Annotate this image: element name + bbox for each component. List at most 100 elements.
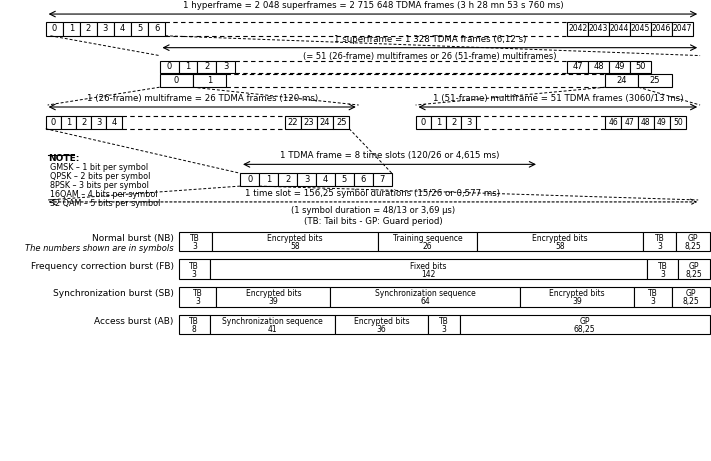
Bar — [638, 116, 653, 129]
Text: TB: TB — [658, 262, 668, 271]
Bar — [672, 22, 693, 36]
Bar — [148, 22, 165, 36]
Text: Frequency correction burst (FB): Frequency correction burst (FB) — [31, 262, 173, 271]
Bar — [76, 116, 91, 129]
Bar — [97, 22, 114, 36]
Bar — [330, 287, 520, 307]
Text: 6: 6 — [360, 175, 366, 184]
Bar — [301, 116, 317, 129]
Text: 1 TDMA frame = 8 time slots (120/26 or 4,615 ms): 1 TDMA frame = 8 time slots (120/26 or 4… — [280, 151, 499, 160]
Text: 0: 0 — [420, 118, 426, 127]
Text: TB: TB — [193, 290, 203, 298]
Text: Synchronization sequence: Synchronization sequence — [222, 317, 323, 326]
Text: Training sequence: Training sequence — [392, 234, 462, 243]
Bar — [647, 259, 678, 279]
Bar — [210, 259, 647, 279]
Text: TB: TB — [191, 234, 200, 243]
Bar — [114, 22, 131, 36]
Text: TB: TB — [648, 290, 658, 298]
Text: 5: 5 — [342, 175, 347, 184]
Bar — [61, 116, 76, 129]
Text: 32 QAM – 5 bits per symbol: 32 QAM – 5 bits per symbol — [50, 199, 160, 208]
Text: GP: GP — [685, 290, 696, 298]
Text: 8PSK – 3 bits per symbol: 8PSK – 3 bits per symbol — [50, 181, 149, 190]
Text: GMSK – 1 bit per symbol: GMSK – 1 bit per symbol — [50, 163, 148, 172]
Bar — [630, 60, 651, 73]
Bar — [354, 173, 373, 186]
Bar — [316, 173, 335, 186]
Text: 58: 58 — [290, 242, 299, 251]
Bar — [429, 315, 459, 334]
Text: 1 (26-frame) multiframe = 26 TDMA frames (120 ms): 1 (26-frame) multiframe = 26 TDMA frames… — [87, 94, 318, 103]
Text: 22: 22 — [287, 118, 298, 127]
Text: Encrypted bits: Encrypted bits — [549, 290, 604, 298]
Text: (= 51 (26-frame) multiframes or 26 (51-frame) multiframes): (= 51 (26-frame) multiframes or 26 (51-f… — [303, 52, 557, 61]
Text: 142: 142 — [421, 270, 436, 278]
Text: 3: 3 — [195, 297, 200, 306]
Text: Encrypted bits: Encrypted bits — [533, 234, 588, 243]
Text: 2: 2 — [81, 118, 86, 127]
Text: 7: 7 — [380, 175, 385, 184]
Text: 4: 4 — [120, 24, 125, 33]
Text: 2: 2 — [86, 24, 91, 33]
Text: Access burst (AB): Access burst (AB) — [95, 317, 173, 326]
Bar — [588, 22, 609, 36]
Bar — [567, 22, 588, 36]
Text: 47: 47 — [572, 62, 583, 71]
Text: 4: 4 — [112, 118, 117, 127]
Bar — [609, 60, 630, 73]
Bar — [446, 116, 461, 129]
Bar — [317, 116, 333, 129]
Text: GP: GP — [688, 234, 698, 243]
Bar — [131, 22, 148, 36]
Text: 8,25: 8,25 — [685, 242, 701, 251]
Bar — [178, 315, 210, 334]
Bar — [259, 173, 278, 186]
Bar — [609, 22, 630, 36]
Text: 0: 0 — [173, 76, 178, 85]
Text: Encrypted bits: Encrypted bits — [245, 290, 301, 298]
Bar — [461, 116, 476, 129]
Text: 5: 5 — [137, 24, 142, 33]
Text: 3: 3 — [651, 297, 655, 306]
Text: TB: TB — [189, 317, 199, 326]
Bar — [216, 287, 330, 307]
Bar — [297, 173, 316, 186]
Bar — [178, 259, 210, 279]
Bar — [178, 287, 216, 307]
Text: 0: 0 — [52, 24, 57, 33]
Text: (TB: Tail bits - GP: Guard period): (TB: Tail bits - GP: Guard period) — [304, 217, 442, 226]
Text: NOTE:: NOTE: — [48, 154, 79, 164]
Bar — [216, 60, 235, 73]
Bar — [63, 22, 80, 36]
Text: 2: 2 — [204, 62, 210, 71]
Text: 24: 24 — [616, 76, 627, 85]
Text: 0: 0 — [247, 175, 252, 184]
Text: 64: 64 — [420, 297, 430, 306]
Text: 2047: 2047 — [673, 24, 692, 33]
Text: 58: 58 — [555, 242, 565, 251]
Text: 23: 23 — [304, 118, 314, 127]
Text: 48: 48 — [593, 62, 604, 71]
Text: 39: 39 — [572, 297, 582, 306]
Bar — [672, 287, 710, 307]
Bar — [477, 231, 643, 251]
Text: 39: 39 — [269, 297, 278, 306]
Text: 2: 2 — [285, 175, 290, 184]
Text: 3: 3 — [103, 24, 108, 33]
Bar — [643, 231, 676, 251]
Text: 49: 49 — [614, 62, 625, 71]
Text: TB: TB — [655, 234, 665, 243]
Text: 2046: 2046 — [651, 24, 671, 33]
Text: 8,25: 8,25 — [685, 270, 702, 278]
Bar — [670, 116, 686, 129]
Text: 2: 2 — [451, 118, 456, 127]
Text: 47: 47 — [624, 118, 634, 127]
Text: 3: 3 — [466, 118, 471, 127]
Bar — [159, 74, 193, 87]
Text: (1 symbol duration = 48/13 or 3,69 μs): (1 symbol duration = 48/13 or 3,69 μs) — [291, 206, 455, 215]
Text: Encrypted bits: Encrypted bits — [354, 317, 410, 326]
Bar — [159, 60, 178, 73]
Bar — [80, 22, 97, 36]
Bar — [335, 315, 429, 334]
